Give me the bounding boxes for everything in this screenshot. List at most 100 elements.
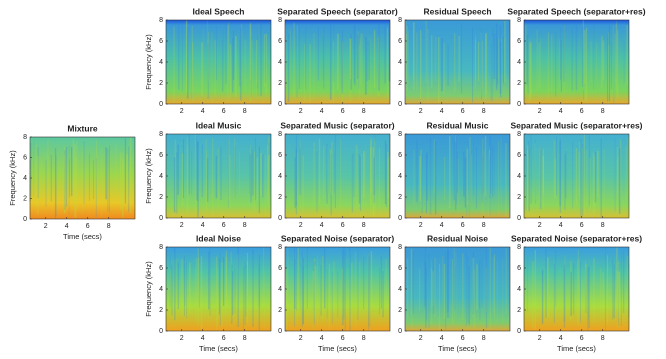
y-tick-label: 6 <box>278 265 282 272</box>
y-axis-label: Frequency (kHz) <box>144 34 153 90</box>
y-tick-label: 0 <box>517 328 521 335</box>
spectrogram-image <box>405 247 510 331</box>
x-axis-label: Time (secs) <box>557 344 596 353</box>
y-tick-label: 8 <box>517 244 521 251</box>
x-tick-label: 6 <box>461 222 465 229</box>
x-axis-label: Time (secs) <box>438 344 477 353</box>
x-tick-label: 4 <box>440 222 444 229</box>
x-tick-label: 4 <box>201 108 205 115</box>
x-tick-label: 6 <box>86 223 90 230</box>
x-tick-label: 8 <box>482 335 486 342</box>
x-tick-label: 6 <box>222 222 226 229</box>
spectrogram-image <box>166 20 271 104</box>
x-tick-label: 2 <box>419 108 423 115</box>
x-tick-label: 2 <box>538 108 542 115</box>
y-tick-label: 0 <box>517 215 521 222</box>
y-tick-label: 8 <box>398 17 402 24</box>
panel-title: Residual Speech <box>423 6 491 16</box>
y-tick-label: 0 <box>278 215 282 222</box>
y-tick-label: 8 <box>398 131 402 138</box>
x-tick-label: 2 <box>299 108 303 115</box>
panel-title: Ideal Speech <box>193 6 245 16</box>
x-tick-label: 6 <box>341 222 345 229</box>
x-tick-label: 4 <box>201 335 205 342</box>
y-tick-label: 2 <box>23 195 27 202</box>
panel-title: Separated Noise (separator+res) <box>511 233 642 243</box>
x-tick-label: 2 <box>538 222 542 229</box>
y-tick-label: 6 <box>159 38 163 45</box>
y-tick-label: 6 <box>159 265 163 272</box>
y-axis-label: Frequency (kHz) <box>144 148 153 204</box>
y-tick-label: 6 <box>159 152 163 159</box>
spectrogram-image <box>285 247 390 331</box>
y-tick-label: 4 <box>278 59 282 66</box>
spectrogram-image <box>524 20 629 104</box>
x-tick-label: 4 <box>201 222 205 229</box>
y-tick-label: 6 <box>517 152 521 159</box>
y-tick-label: 0 <box>278 101 282 108</box>
y-tick-label: 4 <box>398 173 402 180</box>
y-tick-label: 6 <box>517 265 521 272</box>
spectrogram-image <box>30 137 135 219</box>
panel-title: Ideal Music <box>196 120 242 130</box>
y-tick-label: 6 <box>278 38 282 45</box>
y-tick-label: 2 <box>159 80 163 87</box>
x-tick-label: 2 <box>299 335 303 342</box>
y-tick-label: 6 <box>398 38 402 45</box>
y-tick-label: 4 <box>23 175 27 182</box>
y-tick-label: 4 <box>159 286 163 293</box>
x-tick-label: 2 <box>538 335 542 342</box>
y-tick-label: 0 <box>159 215 163 222</box>
y-tick-label: 6 <box>23 154 27 161</box>
x-tick-label: 8 <box>243 108 247 115</box>
y-tick-label: 2 <box>278 307 282 314</box>
y-axis-label: Frequency (kHz) <box>8 150 17 206</box>
x-tick-label: 8 <box>601 108 605 115</box>
x-tick-label: 6 <box>341 108 345 115</box>
y-tick-label: 0 <box>23 216 27 223</box>
y-tick-label: 2 <box>398 194 402 201</box>
y-tick-label: 8 <box>517 131 521 138</box>
y-tick-label: 2 <box>159 194 163 201</box>
y-tick-label: 2 <box>278 80 282 87</box>
y-tick-label: 2 <box>517 307 521 314</box>
y-tick-label: 8 <box>23 134 27 141</box>
panel-title: Separated Speech (separator) <box>277 6 398 16</box>
y-tick-label: 2 <box>159 307 163 314</box>
y-tick-label: 8 <box>398 244 402 251</box>
spectrogram-image <box>166 247 271 331</box>
x-tick-label: 6 <box>222 108 226 115</box>
panel-title: Ideal Noise <box>196 233 241 243</box>
y-tick-label: 2 <box>398 80 402 87</box>
x-tick-label: 2 <box>180 335 184 342</box>
y-tick-label: 2 <box>517 194 521 201</box>
spectrogram-image <box>524 247 629 331</box>
x-tick-label: 4 <box>320 222 324 229</box>
y-tick-label: 0 <box>398 101 402 108</box>
y-tick-label: 6 <box>398 152 402 159</box>
x-tick-label: 6 <box>461 108 465 115</box>
x-tick-label: 4 <box>320 108 324 115</box>
y-tick-label: 6 <box>517 38 521 45</box>
y-tick-label: 4 <box>278 173 282 180</box>
y-tick-label: 4 <box>398 59 402 66</box>
x-tick-label: 8 <box>243 335 247 342</box>
x-tick-label: 8 <box>362 108 366 115</box>
spectrogram-image <box>405 134 510 218</box>
panel-title: Separated Music (separator+res) <box>510 120 642 130</box>
x-tick-label: 6 <box>222 335 226 342</box>
x-tick-label: 4 <box>559 108 563 115</box>
y-tick-label: 4 <box>278 286 282 293</box>
y-tick-label: 8 <box>278 131 282 138</box>
y-tick-label: 2 <box>278 194 282 201</box>
y-tick-label: 2 <box>398 307 402 314</box>
y-tick-label: 0 <box>517 101 521 108</box>
y-tick-label: 0 <box>159 101 163 108</box>
panel-title: Mixture <box>67 123 98 133</box>
spectrogram-image <box>166 134 271 218</box>
x-tick-label: 4 <box>65 223 69 230</box>
x-axis-label: Time (secs) <box>318 344 357 353</box>
x-tick-label: 8 <box>482 222 486 229</box>
y-tick-label: 4 <box>159 59 163 66</box>
